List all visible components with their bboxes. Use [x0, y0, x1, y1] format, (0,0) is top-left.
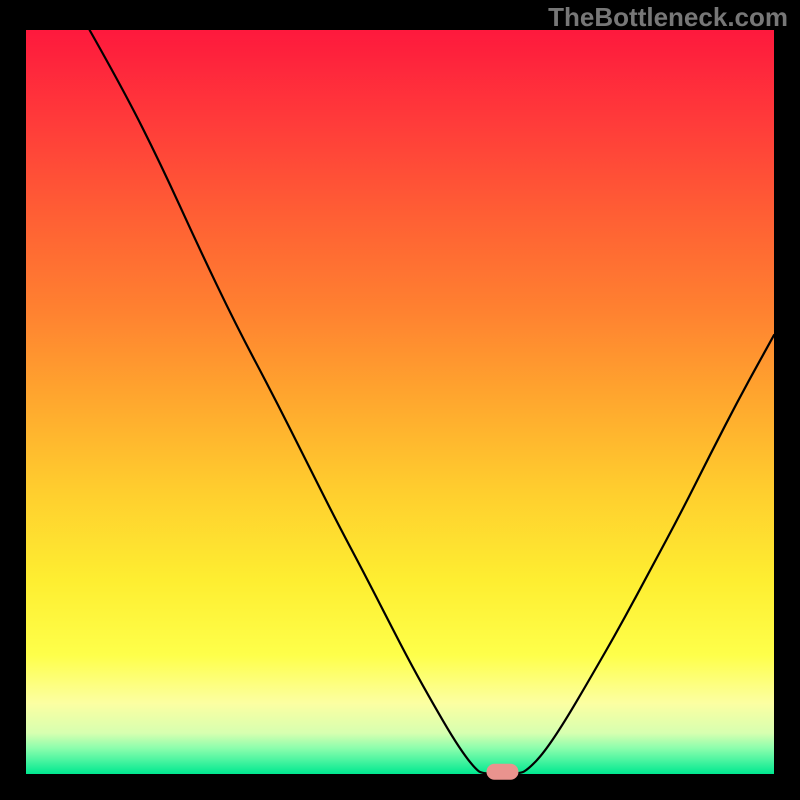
- gradient-background: [26, 30, 774, 774]
- optimal-marker: [486, 764, 518, 780]
- bottleneck-chart: [0, 0, 800, 800]
